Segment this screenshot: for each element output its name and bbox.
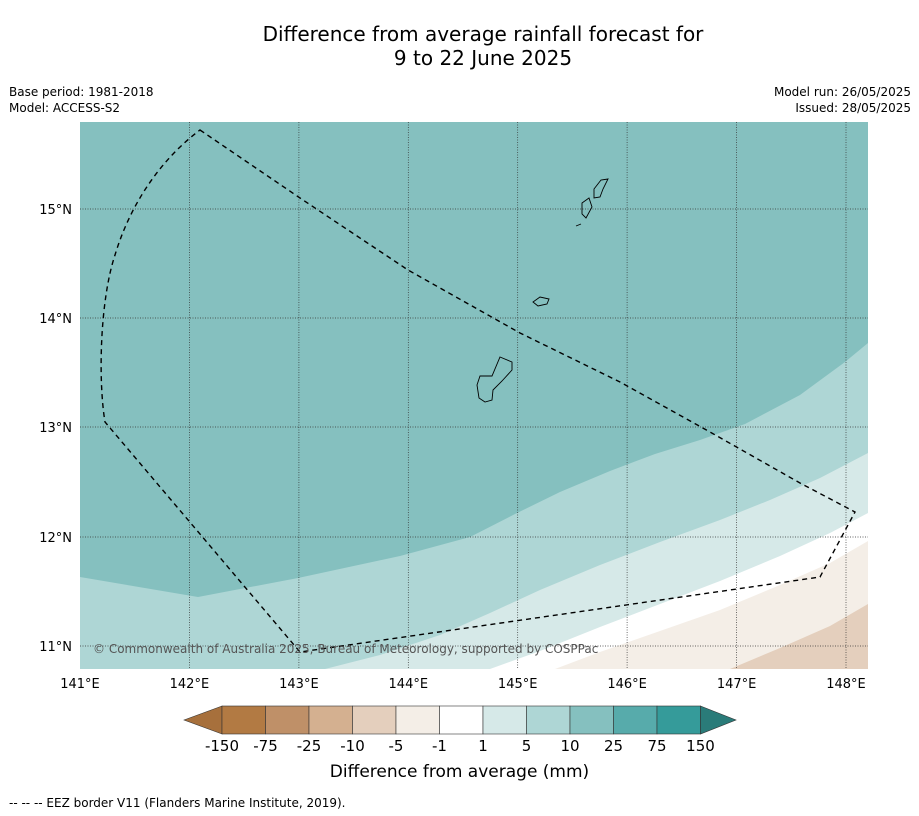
- colorbar-label: 10: [560, 737, 579, 755]
- colorbar-label: -5: [389, 737, 404, 755]
- colorbar-label: 75: [647, 737, 666, 755]
- lon-tick-label: 141°E: [60, 677, 100, 692]
- colorbar-segment: [395, 705, 440, 735]
- lon-tick-label: 145°E: [498, 677, 538, 692]
- model-label: Model: ACCESS-S2: [9, 101, 121, 115]
- meta-right: Model run: 26/05/2025 Issued: 28/05/2025: [774, 84, 911, 116]
- colorbar-segment: [439, 705, 484, 735]
- lon-tick-label: 146°E: [607, 677, 647, 692]
- colorbar-segment: [221, 705, 266, 735]
- band-neg10-to-neg5: [730, 604, 868, 669]
- map-area: [80, 122, 868, 669]
- map-title: Difference from average rainfall forecas…: [0, 22, 919, 70]
- colorbar-label: -10: [340, 737, 365, 755]
- colorbar-label: 1: [478, 737, 488, 755]
- lat-tick-label: 14°N: [39, 312, 72, 327]
- eez-border-line: [100, 129, 856, 653]
- lat-tick-label: 12°N: [39, 531, 72, 546]
- colorbar-segment: [482, 705, 527, 735]
- colorbar-label: -25: [297, 737, 322, 755]
- colorbar-label: -150: [205, 737, 239, 755]
- base-period-label: Base period: 1981-2018: [9, 85, 154, 99]
- colorbar-label: 25: [604, 737, 623, 755]
- island-guam: [476, 356, 513, 403]
- colorbar-segment: [526, 705, 571, 735]
- lat-tick-label: 13°N: [39, 421, 72, 436]
- rainfall-map: © Commonwealth of Australia 2025, Bureau…: [39, 122, 868, 692]
- colorbar-segment: [656, 705, 701, 735]
- colorbar-labels: -150 -75 -25 -10 -5 -1 1 5 10 25 75 150: [205, 737, 715, 755]
- title-line-1: Difference from average rainfall forecas…: [262, 22, 704, 46]
- colorbar-segment: [352, 705, 397, 735]
- island-rota: [532, 296, 550, 307]
- longitude-tick-labels: 141°E 142°E 143°E 144°E 145°E 146°E 147°…: [60, 677, 866, 692]
- title-line-2: 9 to 22 June 2025: [393, 46, 573, 70]
- band-neg5-to-neg1: [555, 541, 868, 669]
- lon-tick-label: 143°E: [279, 677, 319, 692]
- lon-tick-label: 147°E: [717, 677, 757, 692]
- graticule: [80, 122, 868, 669]
- colorbar-segment: [613, 705, 658, 735]
- islands: [476, 178, 609, 403]
- colorbar-label: 5: [522, 737, 532, 755]
- colorbar-label: -1: [432, 737, 447, 755]
- lat-tick-label: 15°N: [39, 203, 72, 218]
- copyright-notice: © Commonwealth of Australia 2025, Bureau…: [93, 642, 598, 656]
- issued-label: Issued: 28/05/2025: [795, 101, 911, 115]
- colorbar-segment: [265, 705, 310, 735]
- island-saipan: [593, 178, 609, 199]
- meta-left: Base period: 1981-2018 Model: ACCESS-S2: [9, 84, 154, 116]
- colorbar-label: -75: [253, 737, 278, 755]
- island-aguijan: [575, 223, 582, 227]
- colorbar-title: Difference from average (mm): [329, 762, 590, 782]
- lon-tick-label: 148°E: [826, 677, 866, 692]
- model-run-label: Model run: 26/05/2025: [773, 85, 911, 99]
- lon-tick-label: 142°E: [170, 677, 210, 692]
- lon-tick-label: 144°E: [389, 677, 429, 692]
- island-tinian: [581, 197, 593, 219]
- colorbar-segment: [183, 705, 223, 735]
- colorbar-segments: [183, 705, 737, 735]
- lat-tick-label: 11°N: [39, 640, 72, 655]
- colorbar-segment: [308, 705, 353, 735]
- colorbar-segment: [569, 705, 614, 735]
- latitude-tick-labels: 11°N 12°N 13°N 14°N 15°N: [39, 203, 72, 655]
- colorbar-label: 150: [686, 737, 715, 755]
- eez-footnote: -- -- -- EEZ border V11 (Flanders Marine…: [9, 796, 346, 810]
- colorbar-segment: [700, 705, 737, 735]
